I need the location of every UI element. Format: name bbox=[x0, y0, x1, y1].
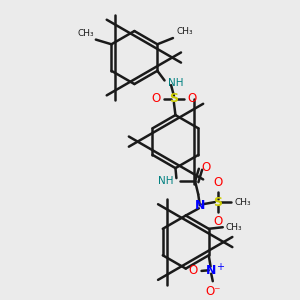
Text: NH: NH bbox=[158, 176, 174, 186]
Text: CH₃: CH₃ bbox=[234, 198, 251, 207]
Text: O⁻: O⁻ bbox=[205, 285, 220, 298]
Text: O: O bbox=[213, 176, 223, 189]
Text: O: O bbox=[188, 264, 198, 278]
Text: O: O bbox=[213, 215, 223, 228]
Text: CH₃: CH₃ bbox=[176, 28, 193, 37]
Text: S: S bbox=[169, 92, 178, 105]
Text: S: S bbox=[213, 196, 222, 208]
Text: +: + bbox=[216, 262, 224, 272]
Text: N: N bbox=[195, 199, 205, 212]
Text: N: N bbox=[206, 264, 216, 277]
Text: CH₃: CH₃ bbox=[78, 29, 94, 38]
Text: NH: NH bbox=[168, 78, 183, 88]
Text: O: O bbox=[201, 161, 211, 174]
Text: O: O bbox=[187, 92, 196, 105]
Text: CH₃: CH₃ bbox=[225, 223, 242, 232]
Text: O: O bbox=[151, 92, 160, 105]
